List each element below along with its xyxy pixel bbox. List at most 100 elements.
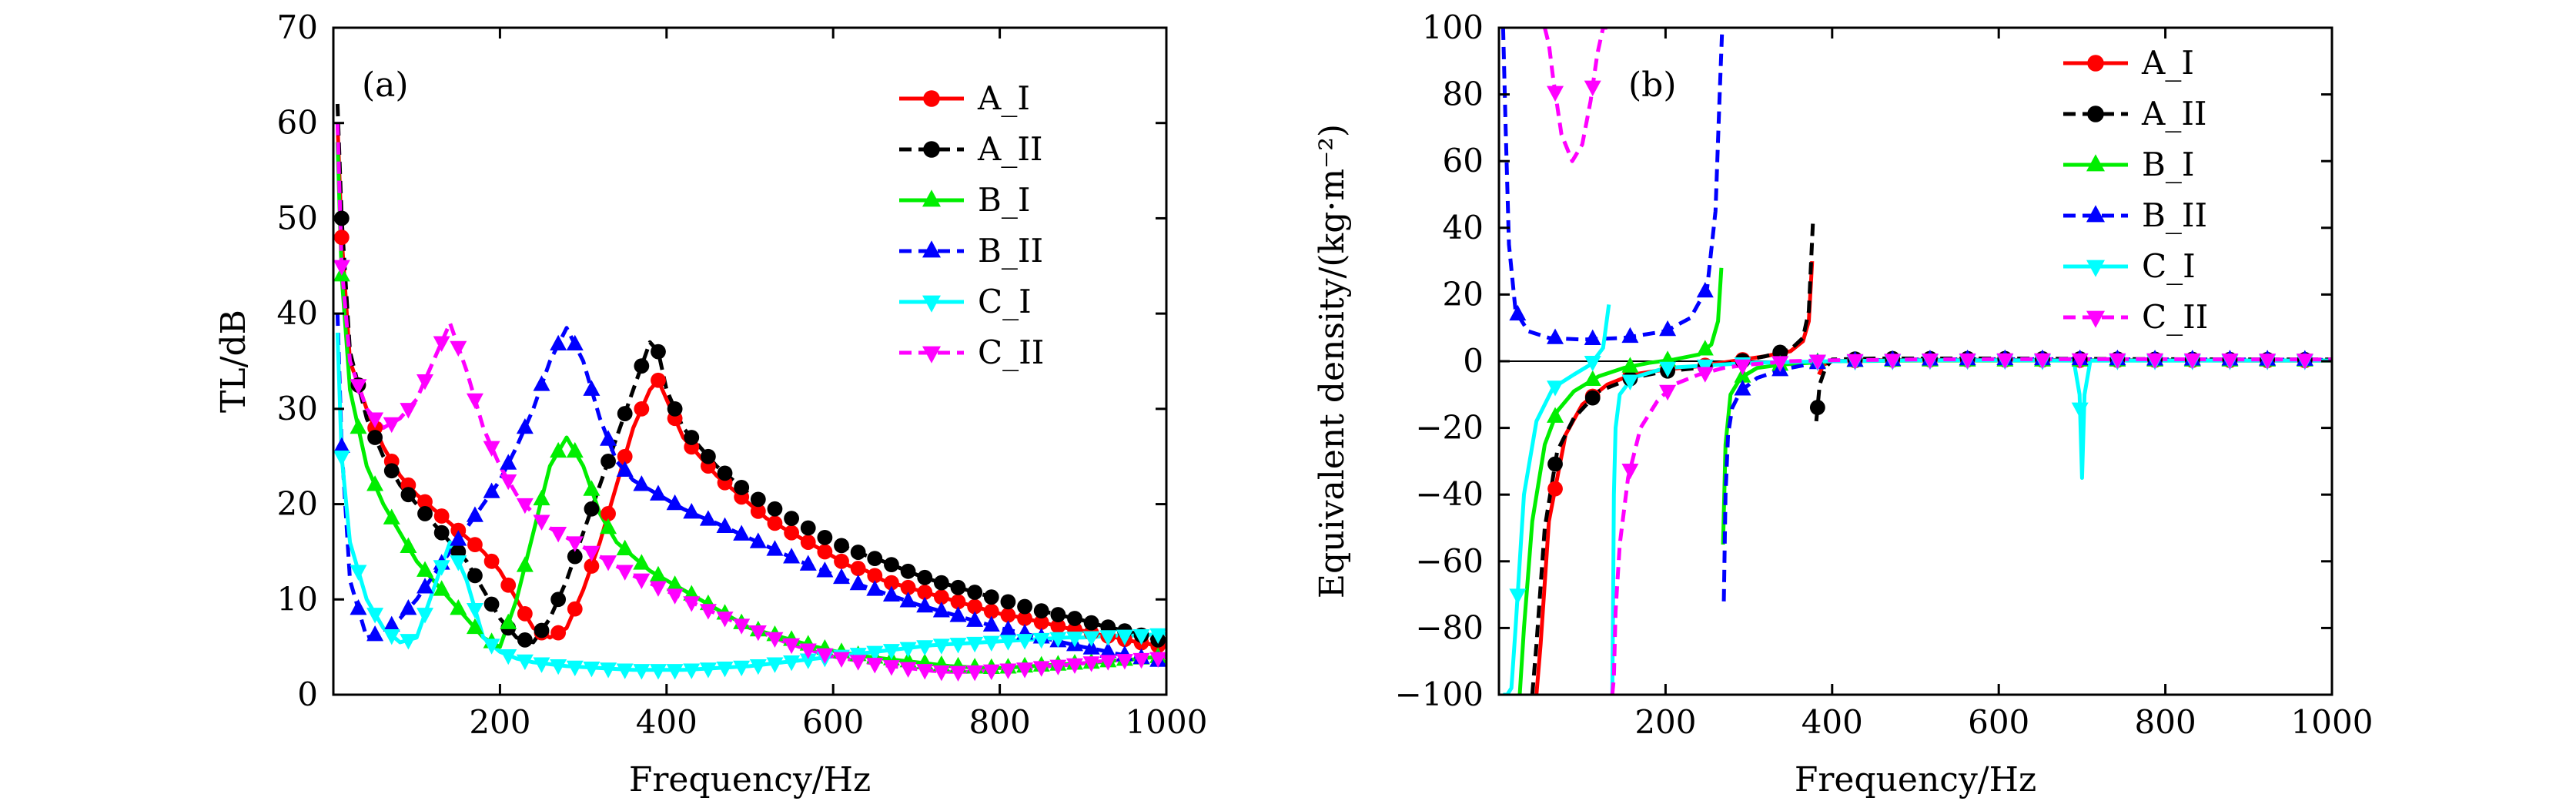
data-point-c-ii — [2296, 354, 2313, 370]
y-tick-label: −100 — [1395, 675, 1484, 713]
data-point-b-i — [583, 480, 601, 496]
data-point-a-ii — [534, 622, 550, 638]
legend-label-c-i: C_I — [2142, 247, 2196, 285]
data-point-c-i — [433, 560, 450, 576]
data-point-c-ii — [516, 498, 534, 514]
data-point-a-i — [983, 603, 999, 619]
data-point-c-i — [383, 628, 400, 645]
y-tick-label: 60 — [277, 104, 318, 142]
series-line-c-ii — [1543, 28, 1607, 163]
data-point-c-ii — [799, 643, 817, 659]
data-point-c-i — [450, 555, 467, 571]
data-point-c-i — [733, 660, 751, 677]
legend-label-c-ii: C_II — [978, 333, 1044, 371]
data-point-a-i — [850, 561, 866, 576]
legend-label-b-i: B_I — [978, 181, 1030, 219]
series-line-b-i — [1517, 267, 1724, 695]
data-point-a-i — [1017, 611, 1032, 626]
data-point-c-i — [1547, 380, 1564, 397]
data-point-c-ii — [350, 379, 367, 395]
data-point-b-ii — [466, 506, 483, 522]
x-tick-label: 600 — [802, 703, 864, 741]
data-point-b-ii — [1509, 304, 1527, 321]
legend-marker-c-i — [922, 295, 941, 313]
data-point-c-ii — [333, 260, 350, 276]
data-point-a-ii — [884, 557, 899, 573]
data-point-a-i — [417, 494, 433, 510]
data-point-c-ii — [500, 474, 517, 491]
y-tick-label: −60 — [1415, 542, 1484, 580]
data-point-a-ii — [1050, 607, 1066, 622]
data-point-a-ii — [367, 430, 383, 445]
data-point-a-ii — [717, 465, 733, 481]
y-tick-label: 0 — [1463, 342, 1484, 380]
data-point-c-ii — [433, 336, 450, 352]
data-point-c-i — [1082, 631, 1100, 647]
legend-label-a-i: A_I — [2141, 44, 2194, 82]
data-point-b-ii — [350, 599, 367, 615]
legend-label-c-ii: C_II — [2142, 298, 2208, 336]
data-point-a-ii — [417, 506, 433, 521]
data-point-a-ii — [550, 591, 567, 608]
data-point-c-ii — [666, 588, 684, 605]
series-line-a-ii — [1530, 220, 1815, 695]
data-point-b-i — [600, 518, 617, 535]
data-point-a-i — [550, 625, 567, 641]
data-point-a-ii — [817, 529, 833, 545]
data-point-a-ii — [983, 589, 999, 605]
legend-marker-b-ii — [2086, 205, 2105, 223]
data-point-c-ii — [2071, 353, 2089, 370]
y-tick-label: 70 — [277, 8, 318, 46]
data-point-b-ii — [683, 503, 701, 519]
data-point-c-ii — [1921, 354, 1939, 370]
data-point-c-i — [616, 663, 634, 679]
data-point-c-ii — [566, 536, 584, 552]
data-point-a-ii — [867, 551, 883, 566]
data-point-b-i — [1584, 370, 1601, 387]
data-point-b-ii — [733, 524, 751, 541]
data-point-c-i — [366, 608, 384, 624]
series-line-c-ii — [335, 122, 1166, 674]
data-point-b-i — [450, 599, 467, 615]
data-point-c-ii — [1696, 367, 1714, 383]
x-tick-label: 800 — [969, 703, 1031, 741]
data-point-c-ii — [1547, 85, 1564, 102]
data-point-b-ii — [749, 532, 767, 548]
data-point-c-i — [550, 659, 567, 675]
data-point-c-i — [1049, 632, 1067, 648]
data-point-a-ii — [917, 569, 933, 585]
data-point-b-ii — [366, 625, 384, 642]
data-point-a-i — [950, 594, 966, 610]
data-point-a-ii — [483, 596, 500, 612]
data-point-c-ii — [916, 664, 934, 680]
data-point-c-ii — [383, 417, 400, 434]
y-tick-label: 60 — [1443, 142, 1484, 179]
data-point-b-ii — [1734, 380, 1751, 396]
data-point-a-ii — [967, 585, 983, 600]
data-point-a-ii — [950, 579, 966, 595]
data-point-b-i — [1547, 407, 1564, 423]
panel-b-legend: A_I A_II B_I B_II C_I C_II — [2063, 44, 2208, 336]
data-point-c-ii — [1132, 652, 1150, 669]
data-point-b-ii — [799, 555, 817, 571]
data-point-c-ii — [1049, 659, 1067, 675]
legend-marker-c-i — [2086, 260, 2105, 277]
data-point-b-i — [516, 556, 534, 572]
data-point-a-i — [1050, 618, 1066, 634]
x-tick-label: 600 — [1968, 703, 2029, 741]
data-point-c-ii — [816, 648, 834, 665]
data-point-a-i — [517, 605, 533, 622]
data-point-a-i — [433, 508, 450, 524]
data-point-a-ii — [850, 545, 866, 560]
legend-label-c-i: C_I — [978, 283, 1032, 320]
legend-marker-b-ii — [922, 240, 941, 258]
data-point-a-ii — [900, 563, 916, 579]
data-point-b-ii — [1547, 328, 1564, 344]
legend-marker-c-ii — [2086, 310, 2105, 328]
data-point-b-i — [400, 537, 417, 553]
data-point-c-ii — [483, 441, 500, 457]
data-point-b-ii — [999, 620, 1017, 636]
data-point-c-i — [1132, 628, 1150, 645]
data-point-a-ii — [517, 632, 533, 648]
